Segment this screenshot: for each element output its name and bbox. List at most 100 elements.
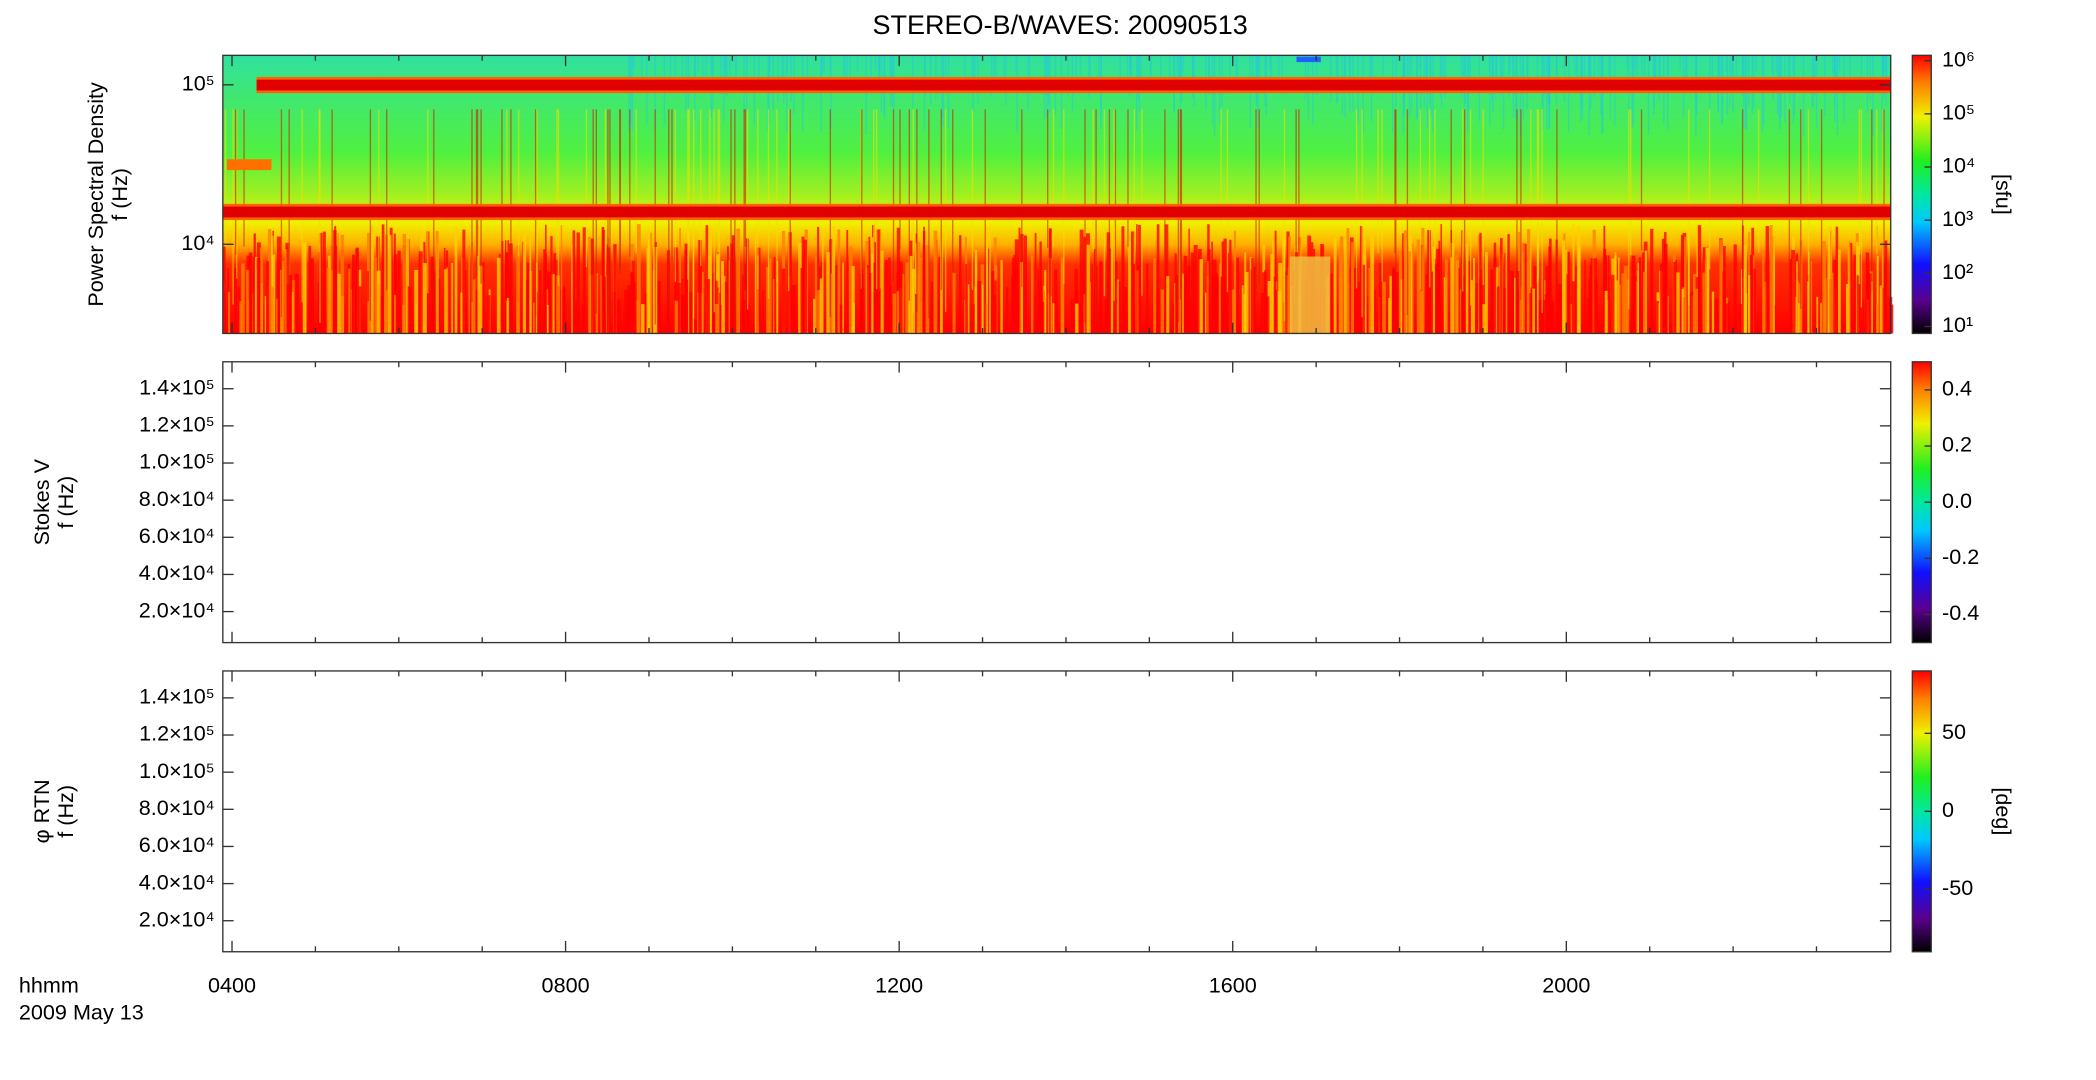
spectrogram-texture xyxy=(1496,55,1498,85)
spectrogram-texture xyxy=(1207,260,1209,334)
spectrogram-texture xyxy=(1831,272,1834,334)
spectrogram-texture xyxy=(256,258,261,334)
spectrogram-texture xyxy=(1773,227,1775,334)
spectrogram-texture xyxy=(814,255,819,334)
spectrogram-texture xyxy=(333,230,337,334)
spectrogram-texture xyxy=(1771,55,1773,73)
spectrogram-texture xyxy=(1466,55,1469,132)
spectrogram-texture xyxy=(1589,264,1593,334)
spectrogram-texture xyxy=(1775,55,1778,73)
spectrogram-texture xyxy=(1243,293,1247,334)
spectrogram-texture xyxy=(744,286,748,334)
spectrogram-texture xyxy=(871,237,874,334)
colorbar-tick-label: 10² xyxy=(1942,259,1973,284)
spectrogram-texture xyxy=(418,251,423,334)
spectrogram-texture xyxy=(1656,300,1659,334)
spectrogram-texture xyxy=(762,290,764,334)
spectrogram-texture xyxy=(1856,275,1861,334)
spectrogram-texture xyxy=(1156,224,1160,334)
spectrogram-texture xyxy=(1392,266,1395,334)
spectrogram-texture xyxy=(1218,263,1221,334)
spectrogram-texture xyxy=(892,109,895,282)
spectrogram-texture xyxy=(1870,271,1873,334)
spectrogram-texture xyxy=(1133,109,1136,264)
spectrogram-texture xyxy=(559,300,562,334)
spectrogram-texture xyxy=(496,257,501,334)
spectrogram-texture xyxy=(1529,293,1533,334)
spectrogram-texture xyxy=(1030,255,1034,334)
spectrogram-texture xyxy=(1098,303,1100,334)
spectrogram-texture xyxy=(1490,269,1494,334)
spectrogram-texture xyxy=(1207,249,1211,334)
y-axis-label: Power Spectral Density xyxy=(83,82,108,307)
spectrogram-texture xyxy=(1188,228,1190,334)
spectrogram-texture xyxy=(1654,55,1656,86)
spectrogram-texture xyxy=(487,295,491,334)
spectrogram-texture xyxy=(1270,253,1273,334)
spectrogram-texture xyxy=(414,269,419,334)
spectrogram-texture xyxy=(1626,55,1628,70)
spectrogram-texture xyxy=(1741,55,1744,96)
spectrogram-texture xyxy=(1500,238,1503,334)
spectrogram-texture xyxy=(781,268,786,334)
spectrogram-texture xyxy=(1461,276,1466,334)
spectrogram-texture xyxy=(1765,226,1770,334)
spectrogram-texture xyxy=(535,262,538,334)
spectrogram-texture xyxy=(588,236,592,334)
spectrogram-texture xyxy=(813,298,816,334)
spectrogram-texture xyxy=(1244,272,1249,334)
spectrogram-texture xyxy=(1388,298,1391,334)
spectrogram-texture xyxy=(430,256,434,334)
spectrogram-texture xyxy=(1052,303,1056,334)
spectrogram-texture xyxy=(1432,55,1434,132)
spectrogram-texture xyxy=(1541,299,1546,334)
spectrogram-texture xyxy=(601,226,605,334)
spectrogram-texture xyxy=(247,299,249,334)
spectrogram-texture xyxy=(1110,234,1114,334)
spectrogram-texture xyxy=(1357,281,1360,334)
spectrogram-texture xyxy=(971,109,974,291)
spectrogram-texture xyxy=(1684,236,1687,334)
spectrogram-texture xyxy=(475,109,478,278)
spectrogram-texture xyxy=(1506,260,1508,334)
spectrogram-texture xyxy=(698,240,702,334)
spectrogram-texture xyxy=(1634,55,1636,70)
spectrogram-texture xyxy=(1077,304,1081,334)
spectrogram-texture xyxy=(464,270,467,334)
spectrogram-texture xyxy=(1472,258,1475,334)
spectrogram-texture xyxy=(270,286,274,334)
spectrogram-texture xyxy=(1623,265,1628,334)
spectrogram-texture xyxy=(837,229,841,334)
panel-frame xyxy=(222,361,1892,644)
spectrogram-texture xyxy=(1208,55,1210,95)
spectrogram-texture xyxy=(367,301,370,334)
spectrogram-texture xyxy=(944,55,947,84)
spectrogram-texture xyxy=(772,279,775,334)
spectrogram-texture xyxy=(1872,55,1874,136)
spectrogram-texture xyxy=(851,265,855,334)
spectrogram-texture xyxy=(1233,230,1237,334)
spectrogram-texture xyxy=(1220,109,1222,277)
spectrogram-texture xyxy=(671,109,673,261)
spectrogram-texture xyxy=(1015,55,1017,71)
spectrogram-texture xyxy=(633,55,635,70)
spectrogram-texture xyxy=(1227,253,1230,334)
spectrogram-texture xyxy=(930,281,934,334)
spectrogram-texture xyxy=(1182,273,1184,334)
spectrogram-texture xyxy=(1336,303,1339,334)
spectrogram-texture xyxy=(543,249,546,334)
y-tick-label: 1.4×10⁵ xyxy=(139,374,215,399)
spectrogram-texture xyxy=(1419,55,1421,70)
spectrogram-texture xyxy=(1595,282,1598,334)
spectrogram-texture xyxy=(870,55,872,78)
spectrogram-texture xyxy=(1407,251,1412,334)
spectrogram-texture xyxy=(1127,109,1129,248)
spectrogram-texture xyxy=(1637,263,1639,334)
spectrogram-texture xyxy=(510,109,512,255)
spectrogram-texture xyxy=(627,292,632,334)
spectrogram-texture xyxy=(1862,300,1865,334)
spectrogram-texture xyxy=(758,55,760,90)
spectrogram-texture xyxy=(1436,262,1440,334)
spectrogram-texture xyxy=(1298,109,1300,283)
spectrogram-texture xyxy=(1343,238,1348,334)
